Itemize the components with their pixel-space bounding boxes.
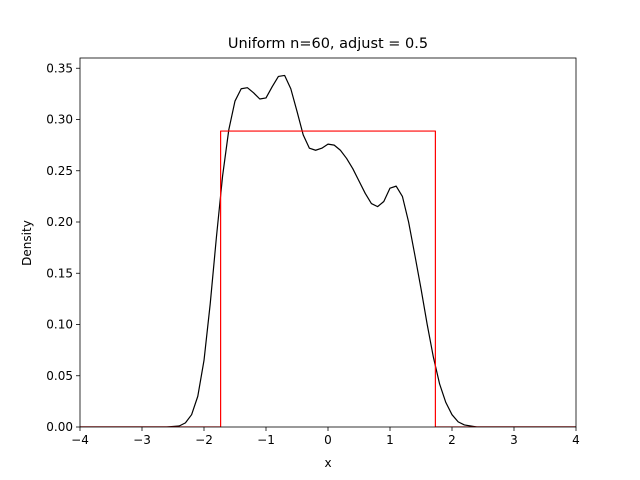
y-tick-label: 0.35 (46, 61, 73, 75)
y-tick-label: 0.25 (46, 164, 73, 178)
y-tick-label: 0.10 (46, 318, 73, 332)
y-tick-label: 0.15 (46, 266, 73, 280)
x-tick-label: −4 (71, 433, 89, 447)
x-tick-label: −1 (257, 433, 275, 447)
y-tick-label: 0.30 (46, 113, 73, 127)
x-tick-label: 2 (448, 433, 456, 447)
y-tick-label: 0.20 (46, 215, 73, 229)
y-axis: 0.00 0.05 0.10 0.15 0.20 0.25 0.30 0.35 (46, 61, 80, 434)
y-axis-label: Density (20, 220, 34, 266)
x-tick-label: 4 (572, 433, 580, 447)
x-tick-label: −3 (133, 433, 151, 447)
x-axis: −4 −3 −2 −1 0 1 2 3 4 (71, 427, 580, 447)
x-tick-label: −2 (195, 433, 213, 447)
y-tick-label: 0.00 (46, 420, 73, 434)
x-axis-label: x (324, 456, 331, 470)
x-tick-label: 3 (510, 433, 518, 447)
chart-title: Uniform n=60, adjust = 0.5 (228, 36, 428, 52)
x-tick-label: 0 (324, 433, 332, 447)
x-tick-label: 1 (386, 433, 394, 447)
true-uniform-density-line (80, 130, 576, 427)
y-tick-label: 0.05 (46, 369, 73, 383)
